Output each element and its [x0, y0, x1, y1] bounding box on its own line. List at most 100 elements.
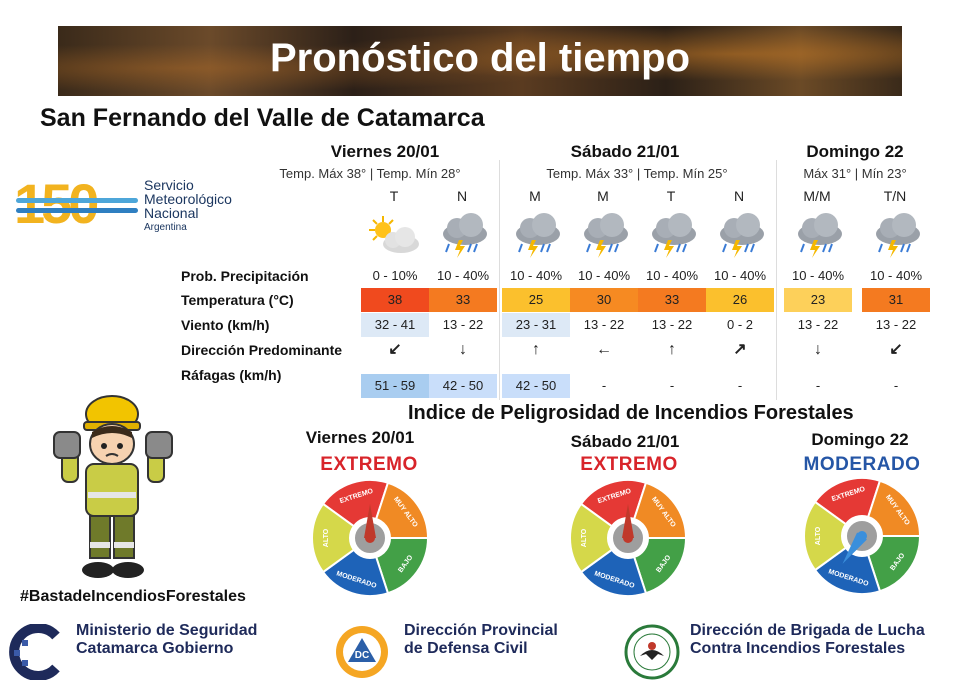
gauge-segment	[374, 481, 430, 539]
smn-line2: Meteorológico	[144, 191, 232, 207]
cell-dir: ↗	[733, 341, 747, 358]
gauge-level-saturday: EXTREMO	[580, 454, 678, 475]
civil-line1: Dirección Provincial	[404, 622, 558, 639]
cell-wind: 13 - 22	[797, 317, 839, 332]
day-title-sunday: Domingo 22	[806, 142, 904, 161]
ministry-line1: Ministerio de Seguridad	[76, 622, 258, 639]
gauge-day-saturday: Sábado 21/01	[570, 432, 680, 451]
period-label: M	[597, 188, 609, 204]
cell-wind: 0 - 2	[726, 317, 753, 332]
cell-wind: 13 - 22	[442, 317, 484, 332]
smn-name: Servicio Meteorológico Nacional	[144, 178, 232, 220]
cell-dir: ↓	[459, 341, 467, 358]
day-title-friday: Viernes 20/01	[330, 142, 440, 161]
gauge-scale-label: ALTO	[323, 528, 330, 547]
smn-line1: Servicio	[144, 177, 194, 193]
day-temps-friday: Temp. Máx 38° | Temp. Mín 28°	[279, 166, 461, 181]
period-label: T/N	[883, 188, 907, 204]
civil-defense-name: Dirección Provincial de Defensa Civil	[404, 622, 558, 658]
cell-temp: 30	[570, 288, 638, 312]
smn-logo: 150 Servicio Meteorológico Nacional Arge…	[4, 174, 266, 240]
period-label: M/M	[803, 188, 831, 204]
wave-stripe	[16, 208, 138, 213]
gauge-needle-pivot	[857, 531, 867, 541]
cell-gusts: 51 - 59	[361, 374, 429, 398]
storm-icon	[720, 213, 764, 258]
storm-icon	[798, 213, 842, 258]
gauge-segment	[866, 479, 922, 537]
gauge-scale-label: ALTO	[581, 528, 588, 547]
period-label: T	[389, 188, 399, 204]
gauge-needle-pivot	[623, 533, 633, 543]
cell-gusts: -	[601, 378, 607, 393]
day-temps-sunday: Máx 31° | Mín 23°	[803, 166, 907, 181]
cell-gusts: -	[737, 378, 743, 393]
wave-stripe	[16, 198, 138, 203]
gauge-level-friday: EXTREMO	[320, 454, 418, 475]
day-temps-saturday: Temp. Máx 33° | Temp. Mín 25°	[546, 166, 728, 181]
cell-precip: 10 - 40%	[509, 268, 563, 283]
row-label-gusts: Ráfagas (km/h)	[181, 367, 282, 383]
gauge-needle	[622, 504, 634, 538]
cell-temp: 26	[706, 288, 774, 312]
day-separator	[776, 160, 777, 400]
smn-150-logo: 150	[14, 172, 99, 235]
gauge-day-sunday: Domingo 22	[811, 430, 909, 449]
cell-wind: 13 - 22	[651, 317, 693, 332]
gauge-segment	[632, 481, 688, 539]
fire-index-title: Indice de Peligrosidad de Incendios Fore…	[408, 402, 854, 424]
row-label-precipitation: Prob. Precipitación	[181, 268, 309, 284]
gauge-segment	[803, 500, 848, 572]
civil-line2: de Defensa Civil	[404, 640, 528, 657]
cell-dir: ↙	[889, 341, 903, 358]
brigade-line2: Contra Incendios Forestales	[690, 640, 906, 657]
cell-dir: ↓	[814, 341, 822, 358]
cell-gusts: 42 - 50	[429, 374, 497, 398]
partly-sunny-icon	[369, 216, 419, 253]
ministry-logo-icon	[9, 624, 60, 680]
gauge-segment	[632, 537, 688, 595]
storm-icon	[876, 213, 920, 258]
cell-temp: 31	[862, 288, 930, 312]
cell-dir: ←	[596, 341, 612, 358]
brigade-name: Dirección de Brigada de Lucha Contra Inc…	[690, 622, 925, 658]
period-label: T	[666, 188, 676, 204]
page-title: Pronóstico del tiempo	[269, 36, 691, 80]
gauge-needle-pivot	[365, 533, 375, 543]
hashtag: #BastadeIncendiosForestales	[20, 588, 246, 605]
cell-precip: 0 - 10%	[372, 268, 418, 283]
cell-temp: 33	[638, 288, 706, 312]
cell-gusts: 42 - 50	[502, 374, 570, 398]
civil-defense-logo-text: DC	[355, 650, 369, 661]
cell-wind: 13 - 22	[583, 317, 625, 332]
cell-wind: 13 - 22	[875, 317, 917, 332]
smn-line3: Nacional	[144, 205, 199, 221]
gauge-segment	[866, 535, 922, 593]
storm-icon	[516, 213, 560, 258]
gauge-segment	[311, 502, 356, 574]
period-label: N	[456, 188, 468, 204]
cell-precip: 10 - 40%	[869, 268, 923, 283]
cell-dir: ↑	[532, 341, 540, 358]
ministry-name: Ministerio de Seguridad Catamarca Gobier…	[76, 622, 257, 658]
cell-dir: ↑	[668, 341, 676, 358]
cell-precip: 10 - 40%	[436, 268, 490, 283]
gauge-level-sunday: MODERADO	[803, 454, 921, 475]
gauge-needle	[364, 504, 376, 538]
smn-country: Argentina	[144, 222, 187, 233]
cell-precip: 10 - 40%	[645, 268, 699, 283]
period-label: N	[733, 188, 745, 204]
cell-precip: 10 - 40%	[791, 268, 845, 283]
row-label-temperature: Temperatura (°C)	[181, 292, 294, 308]
cell-wind: 23 - 31	[502, 313, 570, 337]
cell-temp: 38	[361, 288, 429, 312]
storm-icon	[652, 213, 696, 258]
cell-temp: 25	[502, 288, 570, 312]
firefighter-mascot-icon	[53, 395, 173, 578]
storm-icon	[584, 213, 628, 258]
cell-temp: 33	[429, 288, 497, 312]
